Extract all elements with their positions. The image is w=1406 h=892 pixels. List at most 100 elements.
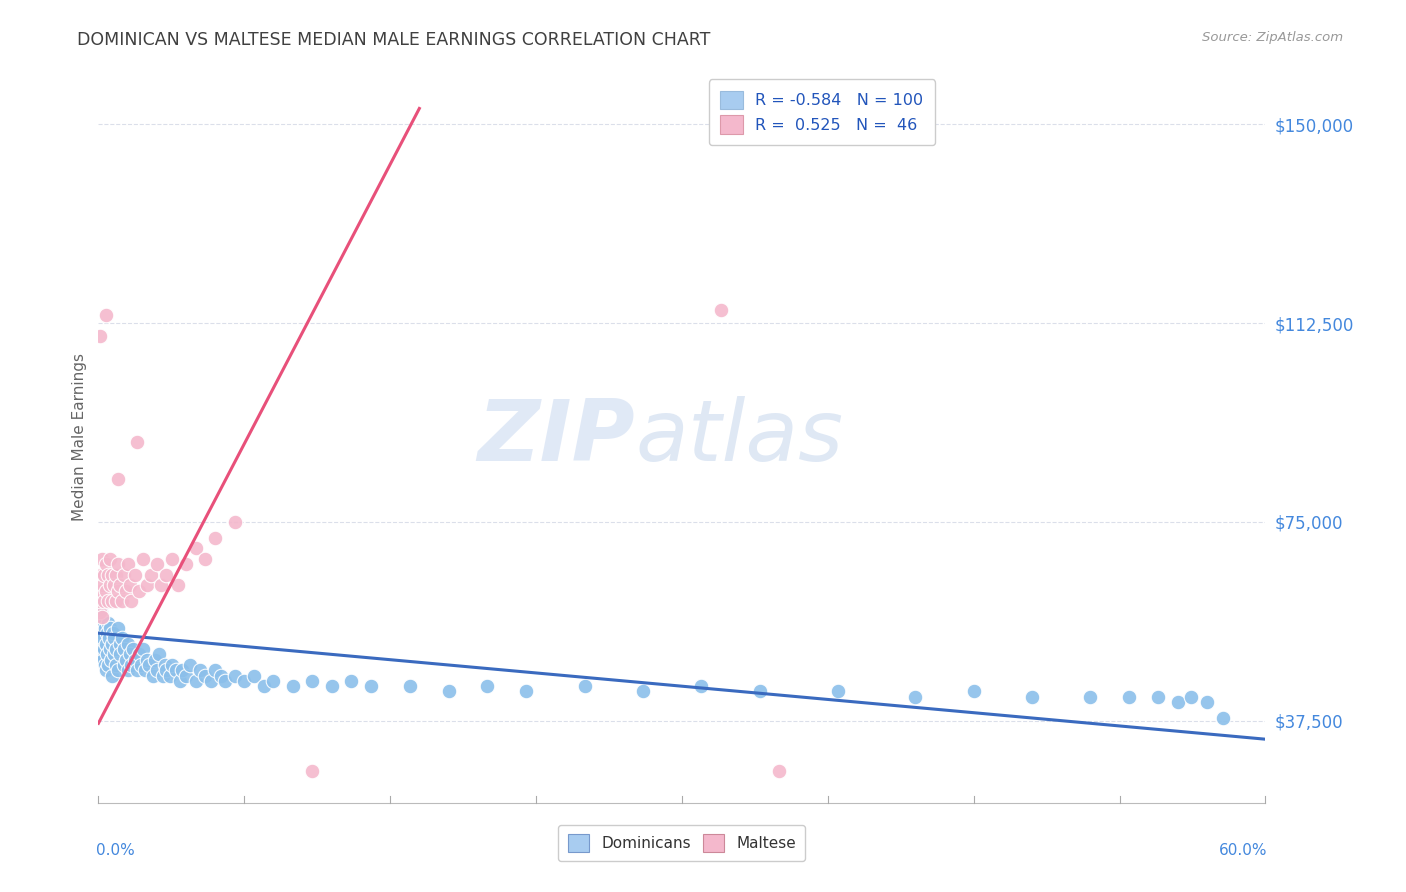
Point	[179, 658, 201, 673]
Point	[98, 632, 121, 646]
Point	[118, 648, 141, 662]
Text: Source: ZipAtlas.com: Source: ZipAtlas.com	[1202, 31, 1343, 45]
Point	[233, 673, 256, 688]
Point	[204, 531, 226, 545]
Point	[281, 679, 304, 693]
Point	[132, 642, 155, 657]
Point	[89, 594, 111, 608]
Point	[103, 648, 125, 662]
Point	[96, 648, 118, 662]
Point	[117, 558, 139, 572]
Point	[200, 673, 222, 688]
Point	[142, 668, 165, 682]
Point	[96, 308, 118, 322]
Point	[104, 594, 127, 608]
Point	[136, 578, 159, 592]
Point	[107, 583, 129, 598]
Point	[153, 658, 176, 673]
Y-axis label: Median Male Earnings: Median Male Earnings	[72, 353, 87, 521]
Point	[107, 473, 129, 487]
Point	[90, 605, 112, 619]
Point	[101, 567, 124, 582]
Point	[91, 653, 114, 667]
Point	[162, 552, 184, 566]
Point	[121, 658, 143, 673]
Point	[143, 653, 166, 667]
Point	[97, 567, 120, 582]
Point	[93, 594, 115, 608]
Point	[111, 632, 134, 646]
Point	[108, 637, 131, 651]
Point	[108, 578, 131, 592]
Point	[1080, 690, 1102, 704]
Point	[97, 594, 120, 608]
Text: ZIP: ZIP	[478, 395, 636, 479]
Point	[107, 663, 129, 677]
Point	[101, 668, 124, 682]
Point	[690, 679, 713, 693]
Point	[96, 637, 118, 651]
Point	[1167, 695, 1189, 709]
Point	[96, 663, 118, 677]
Point	[124, 653, 146, 667]
Point	[96, 558, 118, 572]
Point	[93, 567, 115, 582]
Point	[121, 594, 143, 608]
Point	[162, 658, 184, 673]
Point	[107, 558, 129, 572]
Point	[128, 583, 150, 598]
Point	[111, 594, 134, 608]
Point	[477, 679, 499, 693]
Point	[89, 329, 111, 343]
Point	[104, 567, 127, 582]
Point	[174, 558, 197, 572]
Point	[768, 764, 790, 778]
Point	[97, 658, 120, 673]
Point	[107, 621, 129, 635]
Point	[398, 679, 420, 693]
Point	[91, 610, 114, 624]
Point	[1147, 690, 1170, 704]
Point	[117, 663, 139, 677]
Legend: Dominicans, Maltese: Dominicans, Maltese	[558, 825, 806, 861]
Point	[174, 668, 197, 682]
Point	[710, 302, 733, 317]
Point	[159, 668, 181, 682]
Point	[204, 663, 226, 677]
Point	[103, 578, 125, 592]
Point	[90, 626, 112, 640]
Text: 60.0%: 60.0%	[1219, 843, 1268, 858]
Point	[101, 637, 124, 651]
Point	[108, 648, 131, 662]
Point	[904, 690, 927, 704]
Point	[155, 567, 177, 582]
Point	[301, 764, 323, 778]
Point	[188, 663, 211, 677]
Point	[93, 642, 115, 657]
Point	[748, 684, 770, 698]
Point	[90, 648, 112, 662]
Point	[136, 653, 159, 667]
Point	[117, 637, 139, 651]
Point	[149, 578, 172, 592]
Point	[93, 615, 115, 630]
Point	[962, 684, 984, 698]
Point	[170, 663, 193, 677]
Point	[91, 578, 114, 592]
Point	[127, 663, 149, 677]
Point	[194, 668, 217, 682]
Point	[124, 567, 146, 582]
Point	[90, 583, 112, 598]
Point	[152, 668, 174, 682]
Point	[94, 621, 117, 635]
Point	[112, 658, 135, 673]
Point	[98, 552, 121, 566]
Point	[100, 653, 122, 667]
Point	[321, 679, 343, 693]
Point	[574, 679, 596, 693]
Point	[103, 632, 125, 646]
Point	[132, 552, 155, 566]
Point	[90, 567, 112, 582]
Point	[98, 621, 121, 635]
Point	[129, 658, 152, 673]
